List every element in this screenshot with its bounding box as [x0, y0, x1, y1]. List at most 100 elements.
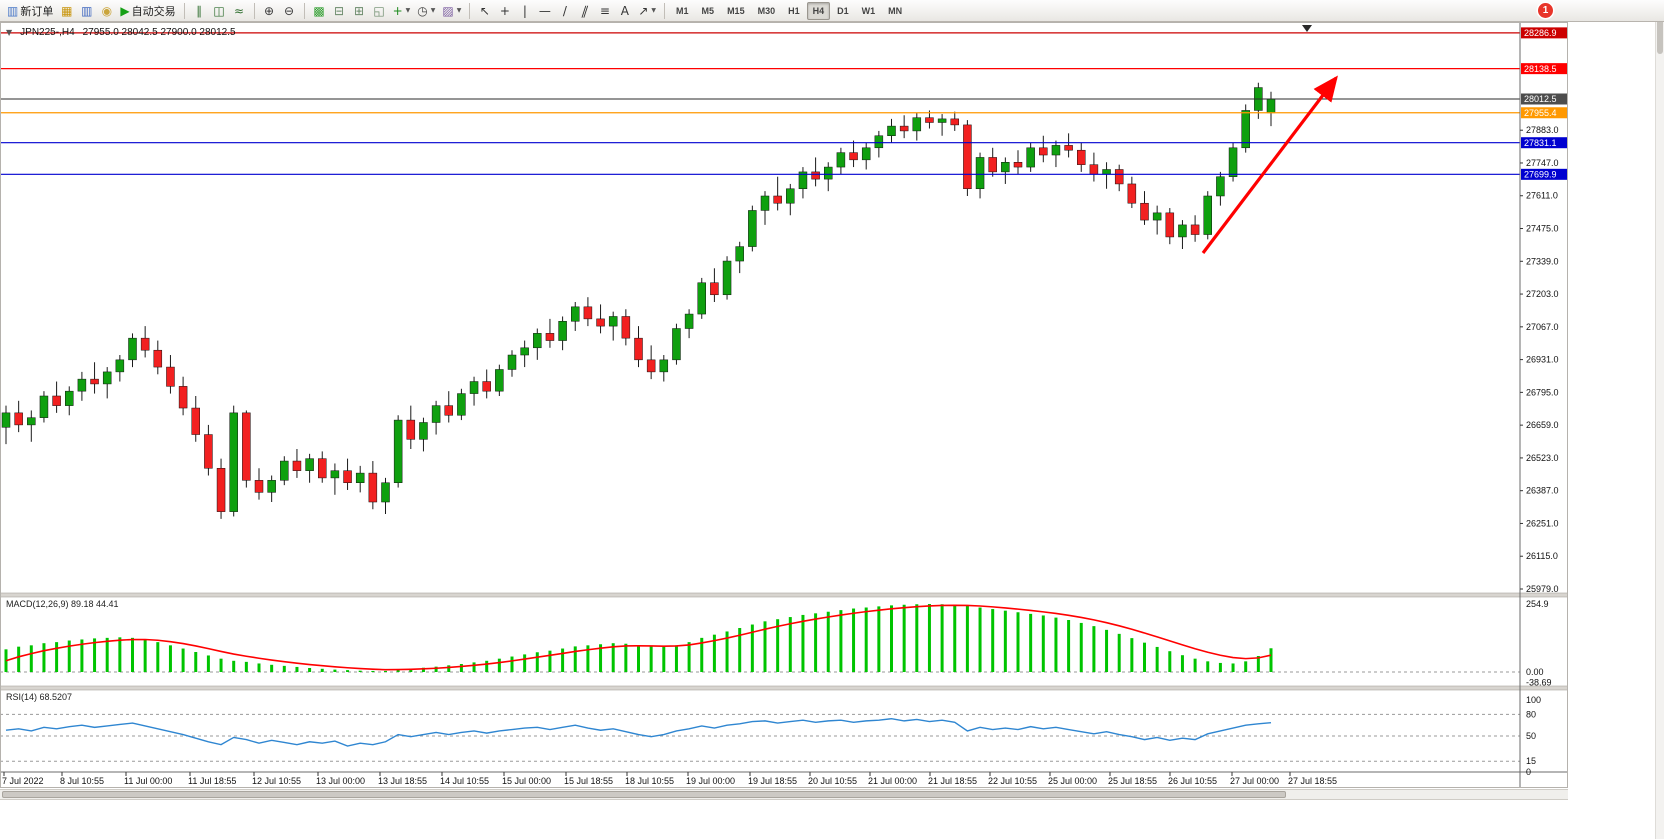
market-watch-icon: ▦ [61, 3, 73, 18]
macd-histogram [4, 603, 1273, 672]
timeframe-w1[interactable]: W1 [861, 5, 876, 16]
svg-text:26 Jul 10:55: 26 Jul 10:55 [1168, 776, 1217, 786]
panel-splitter[interactable] [0, 592, 1568, 598]
svg-text:27067.0: 27067.0 [1526, 322, 1559, 332]
trend-arrow[interactable] [1201, 75, 1338, 254]
trendline-tool-button[interactable]: / [555, 1, 574, 20]
timeframe-m5[interactable]: M5 [701, 5, 715, 16]
indicators-button[interactable]: ▨ ▼ [439, 1, 464, 20]
svg-text:27611.0: 27611.0 [1526, 191, 1558, 201]
svg-text:7 Jul 2022: 7 Jul 2022 [2, 776, 44, 786]
bar-chart-button[interactable]: ∥ [190, 1, 209, 20]
level-price-tag: 27955.4 [1521, 107, 1567, 119]
new-chart-icon: + [392, 3, 403, 18]
price-axis[interactable]: 27883.0 27747.0 27611.0 27475.0 27339.0 27203… [1520, 125, 1559, 594]
svg-text:100: 100 [1526, 695, 1541, 705]
timeframe-m30[interactable]: M30 [757, 5, 776, 16]
data-window-icon: ▥ [81, 3, 93, 18]
vertical-line-icon: | [522, 3, 527, 18]
horizontal-line-icon: — [538, 3, 551, 18]
indicator-axis[interactable]: 254.9 0.00-38.69 100 80 50 150 [1526, 599, 1552, 777]
fibonacci-tool-button[interactable]: ≡ [595, 1, 614, 20]
zoom-out-button[interactable]: ⊖ [280, 1, 299, 20]
toolbar-separator [253, 2, 255, 19]
timeframe-d1[interactable]: D1 [837, 5, 849, 16]
new-chart-button[interactable]: + ▼ [390, 1, 414, 20]
svg-text:15 Jul 00:00: 15 Jul 00:00 [502, 776, 551, 786]
tile-windows-icon: ▩ [313, 3, 325, 18]
svg-text:27339.0: 27339.0 [1526, 256, 1559, 266]
svg-text:11 Jul 00:00: 11 Jul 00:00 [124, 776, 172, 786]
candlestick-chart-button[interactable]: ◫ [210, 1, 229, 20]
tile-vertical-button[interactable]: ⊞ [350, 1, 369, 20]
periods-button[interactable]: ◷ ▼ [414, 1, 438, 20]
candlestick-chart-icon: ◫ [213, 3, 225, 18]
market-watch-button[interactable]: ▦ [57, 1, 76, 20]
chart-window[interactable]: 27883.0 27747.0 27611.0 27475.0 27339.0 27203… [0, 22, 1568, 788]
autotrading-button[interactable]: ▶ 自动交易 [117, 1, 178, 20]
svg-text:80: 80 [1526, 709, 1536, 719]
timeframe-m1[interactable]: M1 [676, 5, 689, 16]
text-tool-button[interactable]: A [615, 1, 634, 20]
timeframe-m15[interactable]: M15 [727, 5, 745, 16]
vertical-scrollbar-thumb[interactable] [1657, 2, 1663, 54]
svg-text:27955.4: 27955.4 [1524, 108, 1557, 118]
one-click-trading-toggle[interactable]: ▼ [6, 28, 13, 37]
vertical-line-tool-button[interactable]: | [515, 1, 534, 20]
svg-text:11 Jul 18:55: 11 Jul 18:55 [188, 776, 236, 786]
horizontal-scrollbar[interactable] [0, 789, 1568, 800]
svg-text:27883.0: 27883.0 [1526, 125, 1559, 135]
caret-down-icon: ▼ [405, 7, 411, 14]
data-window-button[interactable]: ▥ [77, 1, 96, 20]
fibonacci-icon: ≡ [599, 3, 610, 18]
line-chart-button[interactable]: ≈ [230, 1, 249, 20]
svg-text:26931.0: 26931.0 [1526, 355, 1559, 365]
cascade-windows-button[interactable]: ◱ [370, 1, 389, 20]
svg-text:254.9: 254.9 [1526, 599, 1549, 609]
macd-signal-line [5, 604, 1272, 671]
chart-shift-marker[interactable] [1302, 25, 1312, 32]
trendline-icon: / [562, 3, 567, 18]
time-axis[interactable]: 7 Jul 2022 8 Jul 10:55 11 Jul 00:00 11 Jul … [2, 772, 1337, 786]
svg-text:13 Jul 18:55: 13 Jul 18:55 [378, 776, 427, 786]
tile-windows-button[interactable]: ▩ [310, 1, 329, 20]
chart-symbol-period: JPN225-,H4 [20, 27, 75, 38]
crosshair-tool-button[interactable]: + [495, 1, 514, 20]
svg-text:27 Jul 18:55: 27 Jul 18:55 [1288, 776, 1337, 786]
tile-horizontal-button[interactable]: ⊟ [330, 1, 349, 20]
notification-badge[interactable]: 1 [1538, 3, 1553, 18]
svg-text:26251.0: 26251.0 [1526, 518, 1559, 528]
rsi-label: RSI(14) 68.5207 [6, 692, 73, 702]
horizontal-line-tool-button[interactable]: — [535, 1, 554, 20]
level-price-tag: 27699.9 [1521, 168, 1567, 180]
chart-canvas[interactable]: 27883.0 27747.0 27611.0 27475.0 27339.0 27203… [0, 22, 1568, 788]
panel-splitter[interactable] [0, 685, 1568, 691]
navigator-button[interactable]: ◉ [97, 1, 116, 20]
timeframe-h1[interactable]: H1 [788, 5, 800, 16]
timeframe-mn[interactable]: MN [888, 5, 903, 16]
new-order-button[interactable]: ▥ 新订单 [4, 1, 56, 20]
timeframe-h4[interactable]: H4 [806, 1, 831, 20]
navigator-icon: ◉ [101, 3, 113, 18]
svg-text:26659.0: 26659.0 [1526, 420, 1559, 430]
svg-text:13 Jul 00:00: 13 Jul 00:00 [316, 776, 365, 786]
cascade-windows-icon: ◱ [373, 3, 385, 18]
toolbar: ▥ 新订单 ▦ ▥ ◉ ▶ 自动交易 ∥ ◫ ≈ ⊕ ⊖ ▩ ⊟ ⊞ ◱ + ▼ ◷ ▼ ▨ ▼ ↖ + | — / ∥ ≡ A ↗ ▼ M1 M… [0, 0, 1664, 22]
channel-icon: ∥ [579, 3, 591, 18]
svg-text:22 Jul 10:55: 22 Jul 10:55 [988, 776, 1037, 786]
macd-label: MACD(12,26,9) 89.18 44.41 [6, 599, 119, 609]
svg-text:21 Jul 00:00: 21 Jul 00:00 [868, 776, 917, 786]
svg-text:19 Jul 00:00: 19 Jul 00:00 [686, 776, 735, 786]
level-price-tag: 28286.9 [1521, 27, 1567, 39]
new-order-button-label: 新订单 [20, 5, 54, 18]
svg-text:25 Jul 18:55: 25 Jul 18:55 [1108, 776, 1157, 786]
svg-text:27475.0: 27475.0 [1526, 224, 1559, 234]
cursor-tool-button[interactable]: ↖ [475, 1, 494, 20]
channel-tool-button[interactable]: ∥ [575, 1, 594, 20]
crosshair-icon: + [499, 3, 510, 18]
zoom-in-button[interactable]: ⊕ [260, 1, 279, 20]
horizontal-scrollbar-thumb[interactable] [2, 791, 1286, 798]
arrow-objects-button[interactable]: ↗ ▼ [635, 1, 659, 20]
arrow-object-icon: ↗ [638, 3, 649, 18]
vertical-scrollbar[interactable] [1655, 0, 1664, 839]
